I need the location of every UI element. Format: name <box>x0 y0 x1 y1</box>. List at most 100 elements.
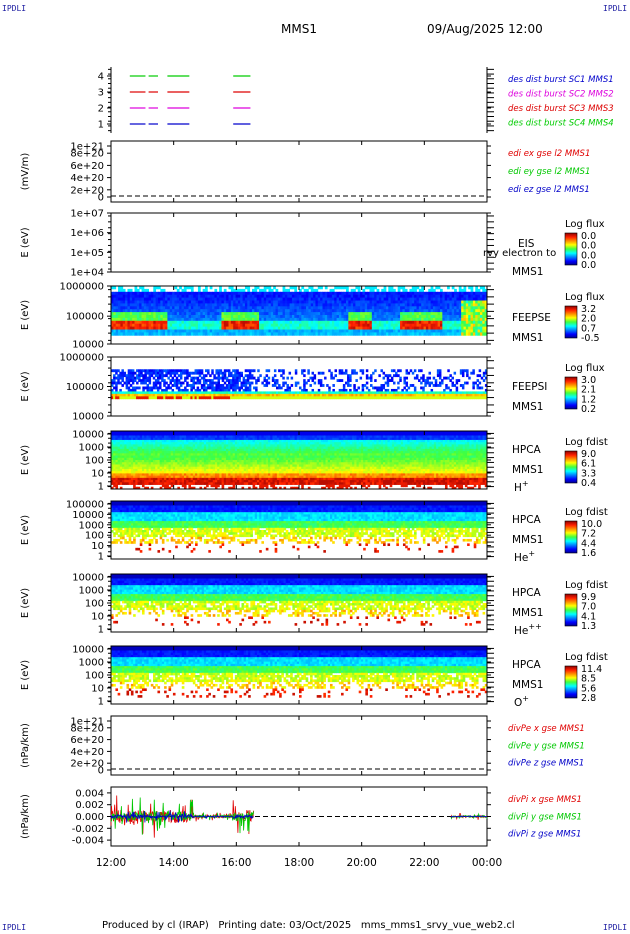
colorbar-tick-hpca_he1: 1.6 <box>581 548 596 559</box>
ytick-label-hpca_h: 100 <box>85 456 104 467</box>
ytick-label-divpe: 8e+20 <box>70 723 104 734</box>
ytick-label-hpca_o: 10000 <box>72 645 104 656</box>
colorbar-tick-hpca_h: 3.3 <box>581 468 596 479</box>
colorbar-title-hpca_h: Log fdist <box>565 437 608 448</box>
ytick-label-divpi: -0.002 <box>72 824 104 835</box>
ytick-label-hpca_h: 1 <box>98 482 104 493</box>
legend-edi-1: edi ey gse l2 MMS1 <box>508 167 590 177</box>
ytick-label-eis: 1e+06 <box>70 228 104 239</box>
colorbar-tick-feepsi: 3.0 <box>581 375 596 386</box>
ytick-label-hpca_o: 1 <box>98 697 104 708</box>
ytick-label-feepse: 100000 <box>66 312 104 323</box>
colorbar-tick-hpca_o: 5.6 <box>581 683 596 694</box>
time-tick-label: 20:00 <box>347 857 377 869</box>
colorbar-tick-hpca_he2: 1.3 <box>581 621 596 632</box>
species-charge: + <box>522 479 529 488</box>
legend-divpi-1: divPi y gse MMS1 <box>508 812 582 822</box>
colorbar-title-feepse: Log flux <box>565 292 605 303</box>
time-tick-label: 22:00 <box>409 857 439 869</box>
ytick-label-edi: 1e+21 <box>70 142 104 153</box>
panel-frame-eis <box>110 212 488 273</box>
ytick-label-divpe: 2e+20 <box>70 759 104 770</box>
footer-text: Produced by cl (IRAP) Printing date: 03/… <box>102 920 515 931</box>
colorbar-title-hpca_o: Log fdist <box>565 652 608 663</box>
ytick-label-burst: 4 <box>98 72 104 83</box>
colorbar-tick-feepsi: 1.2 <box>581 394 596 405</box>
ytick-label-hpca_he1: 10 <box>91 541 104 552</box>
ytick-label-hpca_he2: 10 <box>91 612 104 623</box>
instrument-label-hpca_he1: HPCA <box>512 514 542 526</box>
colorbar-tick-feepsi: 2.1 <box>581 385 596 396</box>
ytick-label-feepse: 10000 <box>72 340 104 351</box>
ytick-label-burst: 2 <box>98 104 104 115</box>
corner-label-bottom-left: IPDLI <box>2 923 27 932</box>
ytick-label-edi: 2e+20 <box>70 185 104 196</box>
ytick-label-hpca_he2: 1000 <box>79 586 104 597</box>
ytick-label-eis: 1e+07 <box>70 209 104 220</box>
colorbar-tick-hpca_he1: 7.2 <box>581 529 596 540</box>
spectrogram-hpca_o <box>111 646 488 698</box>
ytick-label-hpca_he2: 10000 <box>72 573 104 584</box>
colorbar-hpca_he1 <box>564 520 578 554</box>
species-name: O <box>514 697 522 709</box>
ytick-label-divpi: 0.004 <box>75 788 104 799</box>
species-label-hpca_he2: He++ <box>514 622 542 637</box>
divpi-series-2-seg1 <box>450 815 487 818</box>
colorbar-title-eis: Log flux <box>565 219 605 230</box>
ytick-label-feepse: 1000000 <box>59 282 104 293</box>
ytick-label-hpca_he1: 1 <box>98 552 104 563</box>
legend-burst-1: des dist burst SC2 MMS2 <box>508 89 614 99</box>
ylabel-hpca_o: E (eV) <box>20 660 31 690</box>
colorbar-title-hpca_he1: Log fdist <box>565 507 608 518</box>
ytick-label-divpi: 0.002 <box>75 800 104 811</box>
ytick-label-divpe: 0 <box>98 766 104 777</box>
ytick-label-hpca_he1: 10000 <box>72 510 104 521</box>
colorbar-tick-feepsi: 0.2 <box>581 404 596 415</box>
colorbar-feepse <box>564 305 578 339</box>
ylabel-feepse: E (eV) <box>20 300 31 330</box>
colorbar-tick-hpca_he2: 9.9 <box>581 592 596 603</box>
datetime-title: 09/Aug/2025 12:00 <box>427 22 543 36</box>
ytick-label-hpca_he1: 100 <box>85 531 104 542</box>
species-name: H <box>514 482 522 494</box>
ytick-label-feepsi: 100000 <box>66 382 104 393</box>
legend-edi-2: edi ez gse l2 MMS1 <box>508 185 590 195</box>
colorbar-tick-eis: 0.0 <box>581 241 596 252</box>
corner-label-bottom-right: IPDLI <box>603 923 628 932</box>
ytick-label-divpe: 1e+21 <box>70 717 104 728</box>
ylabel-hpca_h: E (eV) <box>20 445 31 475</box>
divpi-series-1-seg0 <box>110 797 254 835</box>
colorbar-tick-hpca_he2: 7.0 <box>581 602 596 613</box>
colorbar-title-feepsi: Log flux <box>565 363 605 374</box>
legend-divpi-0: divPi x gse MMS1 <box>508 795 582 805</box>
instrument-spacecraft-feepse: MMS1 <box>512 332 543 344</box>
ytick-label-hpca_o: 100 <box>85 671 104 682</box>
divpi-series-0-seg0 <box>110 795 254 838</box>
colorbar-tick-eis: 0.0 <box>581 231 596 242</box>
ylabel-edi: (mV/m) <box>20 153 31 191</box>
spectrogram-feepse <box>111 286 488 336</box>
time-tick-label: 12:00 <box>96 857 126 869</box>
ylabel-hpca_he1: E (eV) <box>20 515 31 545</box>
spectrogram-hpca_he2 <box>111 574 488 626</box>
time-tick-label: 14:00 <box>159 857 189 869</box>
ylabel-eis: E (eV) <box>20 227 31 257</box>
ytick-label-hpca_h: 10 <box>91 469 104 480</box>
colorbar-tick-hpca_o: 11.4 <box>581 664 602 675</box>
ytick-label-divpe: 4e+20 <box>70 747 104 758</box>
legend-edi-0: edi ex gse l2 MMS1 <box>508 149 590 159</box>
legend-divpe-1: divPe y gse MMS1 <box>508 741 585 751</box>
colorbar-hpca_o <box>564 665 578 699</box>
ytick-label-edi: 6e+20 <box>70 161 104 172</box>
corner-label-top-right: IPDLI <box>603 4 628 13</box>
instrument-label-hpca_o: HPCA <box>512 659 542 671</box>
legend-burst-2: des dist burst SC3 MMS3 <box>508 104 614 114</box>
legend-burst-3: des dist burst SC4 MMS4 <box>508 118 614 128</box>
ylabel-hpca_he2: E (eV) <box>20 588 31 618</box>
species-charge: + <box>528 549 535 558</box>
colorbar-tick-hpca_he1: 4.4 <box>581 538 596 549</box>
species-label-hpca_h: H+ <box>514 479 529 494</box>
instrument-label-feepse: FEEPSE <box>512 312 551 324</box>
colorbar-eis <box>564 232 578 266</box>
ytick-label-burst: 3 <box>98 88 104 99</box>
